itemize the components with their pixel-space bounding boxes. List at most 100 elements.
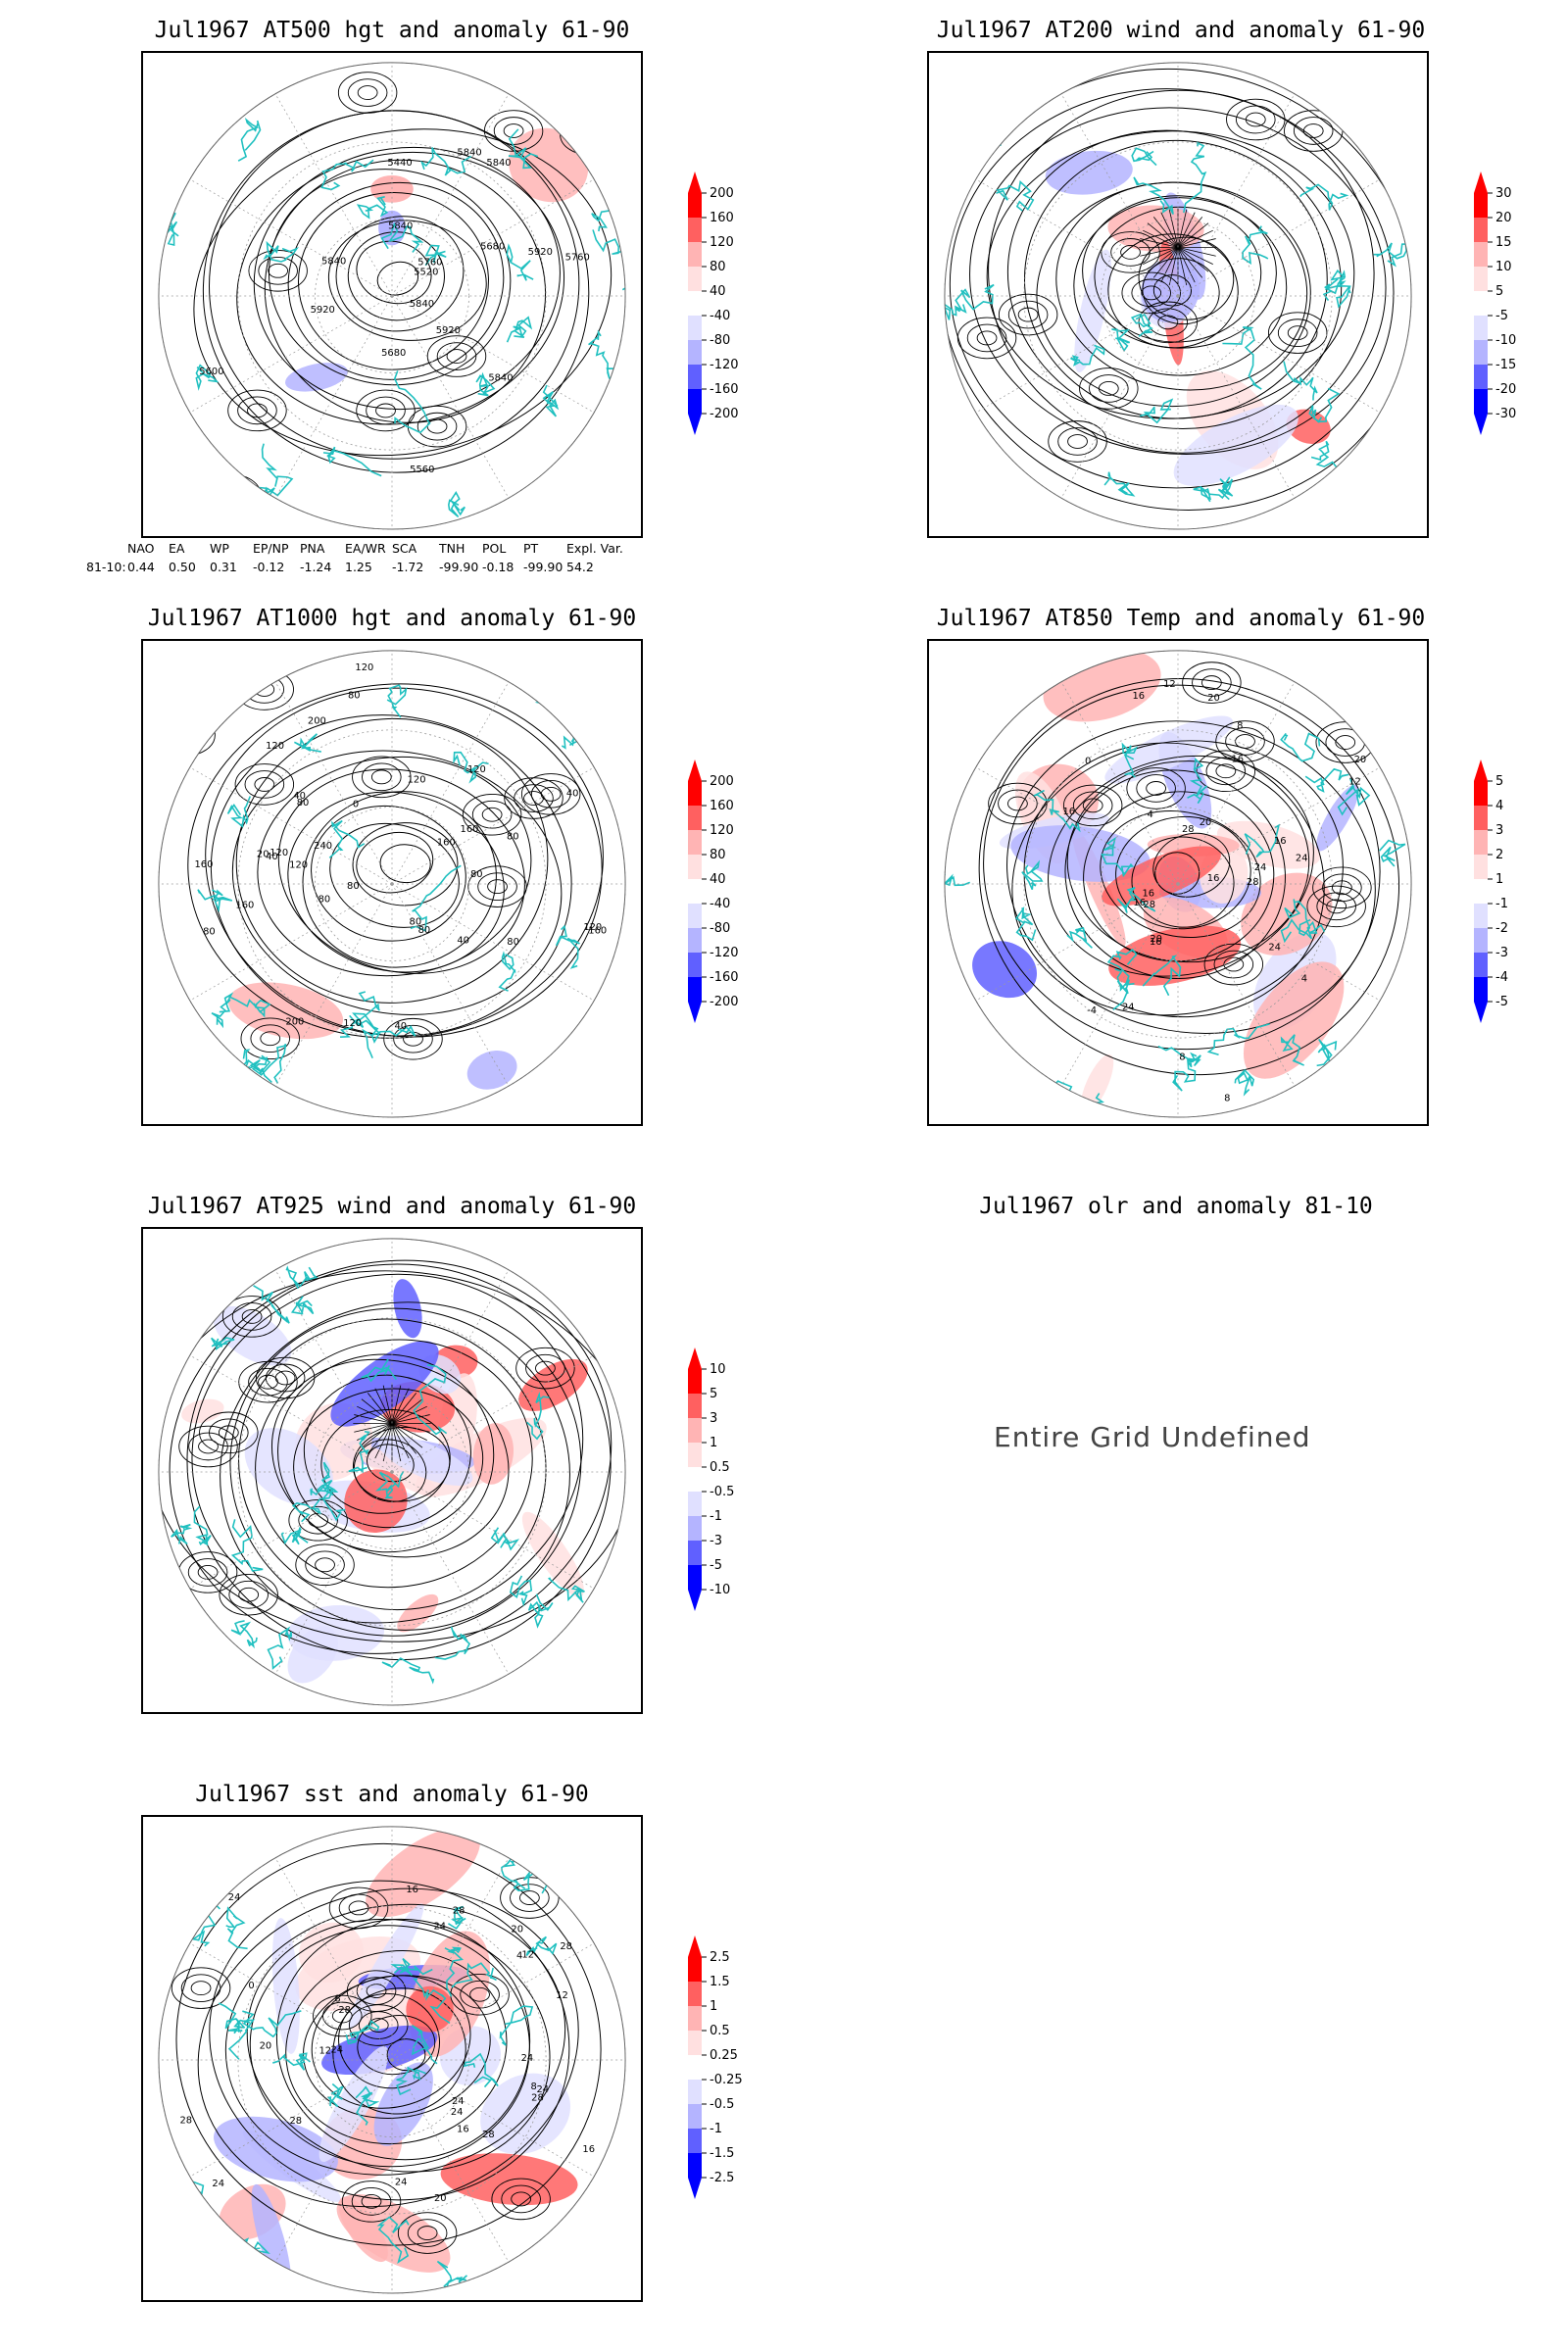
colorbar-tick-label: 160 [710, 799, 734, 813]
contour-label: 24 [1254, 862, 1267, 873]
map-psst: 28 28 24 24 20 20 16 12 16 12 8 28 24 24 28 16 12 8 4 0 28 20… [141, 1815, 643, 2302]
streamline [248, 1367, 288, 1396]
contour-line [302, 791, 497, 968]
anomaly-shading [1074, 249, 1111, 373]
colorbar-segment [1474, 781, 1488, 806]
colorbar-segment [688, 953, 702, 977]
colorbar-segment [688, 781, 702, 806]
contour-label: 120 [355, 662, 373, 673]
streamline [218, 1425, 239, 1441]
colorbar-tick-label: -200 [710, 407, 739, 421]
contour-label: 120 [289, 860, 308, 871]
streamline [391, 1423, 427, 1441]
colorbar-tick-label: -1 [710, 2122, 722, 2136]
streamline [966, 323, 1007, 353]
contour-label: 16 [1143, 888, 1155, 899]
teleconnection-header: PNA [300, 541, 325, 556]
streamline [969, 107, 1387, 456]
streamline [241, 1309, 263, 1324]
streamline [976, 330, 998, 346]
contour-line [1306, 885, 1366, 928]
contour-line [337, 72, 398, 114]
teleconnection-value: -1.24 [300, 560, 332, 574]
contour-line [260, 1031, 281, 1047]
streamline [1160, 247, 1179, 283]
contour-line [257, 756, 532, 977]
streamline [1142, 258, 1220, 325]
contour-line [247, 403, 268, 418]
contour-label: 5440 [387, 158, 412, 169]
contour-line [327, 220, 487, 341]
streamline [1147, 222, 1179, 248]
colorbar-tick-label: -30 [1495, 407, 1516, 421]
contour-label: 160 [461, 824, 479, 835]
streamline [354, 1414, 393, 1424]
anomaly-shading [373, 2062, 433, 2146]
streamline [188, 1432, 228, 1461]
contour-label: 0 [353, 800, 359, 810]
contour-line [158, 713, 216, 757]
contour-line [487, 879, 508, 895]
contour-line [1312, 866, 1372, 909]
contour-line [393, 1024, 433, 1054]
contour-label: 5840 [388, 221, 413, 232]
contour-label: 24 [536, 2084, 549, 2095]
contour-line [250, 1024, 291, 1054]
colorbar-tick-label: -120 [710, 946, 739, 960]
colorbar-tick-label: 1.5 [710, 1975, 730, 1989]
contour-line [491, 2178, 551, 2221]
contour-label: 28 [1182, 824, 1195, 835]
contour-label: 120 [467, 764, 486, 775]
title-polr: Jul1967 olr and anomaly 81-10 [979, 1194, 1373, 1219]
colorbar-tick-label: -10 [1495, 333, 1516, 348]
contour-line [988, 782, 1048, 825]
contour-label: 240 [314, 841, 332, 852]
contour-line [481, 807, 503, 822]
contour-line [1126, 767, 1186, 809]
colorbar-tick-label: -160 [710, 382, 739, 397]
streamline [1277, 318, 1318, 347]
contour-line [338, 1893, 379, 1923]
colorbar-tick-label: 10 [1495, 260, 1512, 274]
contour-label: 120 [583, 922, 602, 933]
colorbar-segment [1474, 879, 1488, 904]
anomaly-shading [271, 1918, 300, 2054]
colorbar-tick-label: -1 [710, 1509, 722, 1524]
contour-line [1072, 791, 1113, 820]
streamline [1101, 231, 1160, 273]
contour-line [1201, 675, 1222, 690]
colorbar-segment [1474, 389, 1488, 414]
colorbar-segment [1474, 904, 1488, 928]
contour-line [510, 1884, 550, 1912]
colorbar-tick-label: 0.25 [710, 2048, 738, 2063]
colorbar-tick-label: -15 [1495, 358, 1516, 372]
contour-label: 160 [195, 859, 214, 870]
colorbar-segment [688, 2104, 702, 2129]
contour-label: 24 [228, 1892, 241, 1903]
anomaly-shading [521, 1511, 584, 1597]
contour-label: 20 [1200, 817, 1212, 828]
colorbar-segment [688, 193, 702, 218]
colorbar-tick-label: 80 [710, 260, 726, 274]
coastline [158, 1838, 558, 2291]
contour-label: 40 [457, 935, 469, 946]
contour-line [277, 768, 525, 974]
contour-label: -4 [1087, 1005, 1097, 1016]
streamline [1293, 117, 1334, 145]
streamline [277, 1353, 495, 1553]
contour-label: 5840 [457, 147, 481, 158]
teleconnection-header: Expl. Var. [566, 541, 623, 556]
contour-label: 8 [530, 2082, 536, 2092]
anomaly-shading [397, 1593, 439, 1633]
contour-line [520, 773, 581, 815]
contour-label: 24 [521, 2053, 534, 2064]
streamline [1120, 245, 1141, 260]
contour-label: 5600 [199, 367, 223, 377]
colorbar-tick-label: -3 [1495, 946, 1508, 960]
contour-label: 20 [434, 2193, 447, 2204]
colorbar-tick-label: -0.5 [710, 1485, 734, 1499]
contour-line [287, 181, 505, 380]
streamline [1067, 434, 1088, 449]
contour-label: 80 [318, 894, 331, 905]
colorbar-tick-label: 120 [710, 823, 734, 838]
